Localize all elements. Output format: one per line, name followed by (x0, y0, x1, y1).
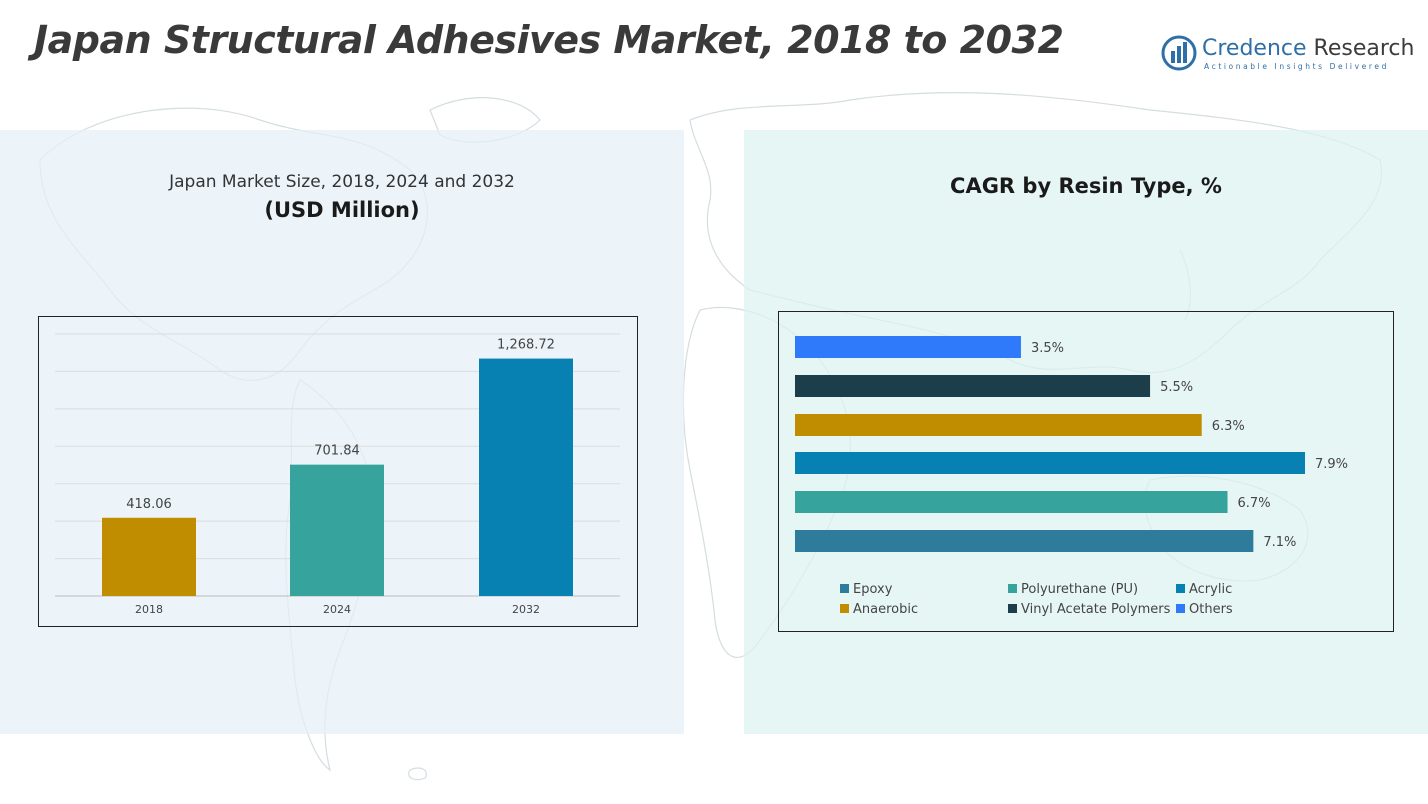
logo-tagline: Actionable Insights Delivered (1204, 62, 1389, 71)
logo-name: Credence Research (1202, 36, 1414, 61)
legend-label: Anaerobic (853, 602, 919, 617)
legend-label: Acrylic (1189, 582, 1233, 597)
legend-swatch (840, 584, 849, 593)
market-size-subtitle: Japan Market Size, 2018, 2024 and 2032 (169, 172, 515, 192)
credence-research-logo-icon (1161, 35, 1197, 71)
legend-label: Polyurethane (PU) (1021, 582, 1139, 597)
legend-item-polyurethane-pu: Polyurethane (PU) (1008, 582, 1138, 597)
logo-name-part2: Research (1313, 36, 1415, 61)
legend-swatch (1176, 584, 1185, 593)
legend-item-others: Others (1176, 602, 1233, 617)
legend-item-acrylic: Acrylic (1176, 582, 1232, 597)
brand-logo: Credence Research Actionable Insights De… (1160, 34, 1414, 74)
legend-label: Others (1189, 602, 1233, 617)
cagr-title: CAGR by Resin Type, % (950, 174, 1222, 198)
legend-item-anaerobic: Anaerobic (840, 602, 918, 617)
cagr-chart-frame (778, 311, 1394, 632)
legend-label: Epoxy (853, 582, 893, 597)
legend-swatch (840, 604, 849, 613)
legend-swatch (1008, 604, 1017, 613)
legend-swatch (1008, 584, 1017, 593)
page-title: Japan Structural Adhesives Market, 2018 … (34, 18, 1064, 62)
legend-item-vinyl-acetate-polymers: Vinyl Acetate Polymers (1008, 602, 1170, 617)
legend-swatch (1176, 604, 1185, 613)
legend-label: Vinyl Acetate Polymers (1021, 602, 1171, 617)
market-size-unit: (USD Million) (264, 198, 420, 222)
legend-item-epoxy: Epoxy (840, 582, 892, 597)
market-size-chart-frame (38, 316, 638, 627)
cagr-legend: Epoxy Polyurethane (PU) Acrylic Anaerobic Vi… (840, 580, 1270, 620)
logo-name-part1: Credence (1202, 36, 1307, 61)
